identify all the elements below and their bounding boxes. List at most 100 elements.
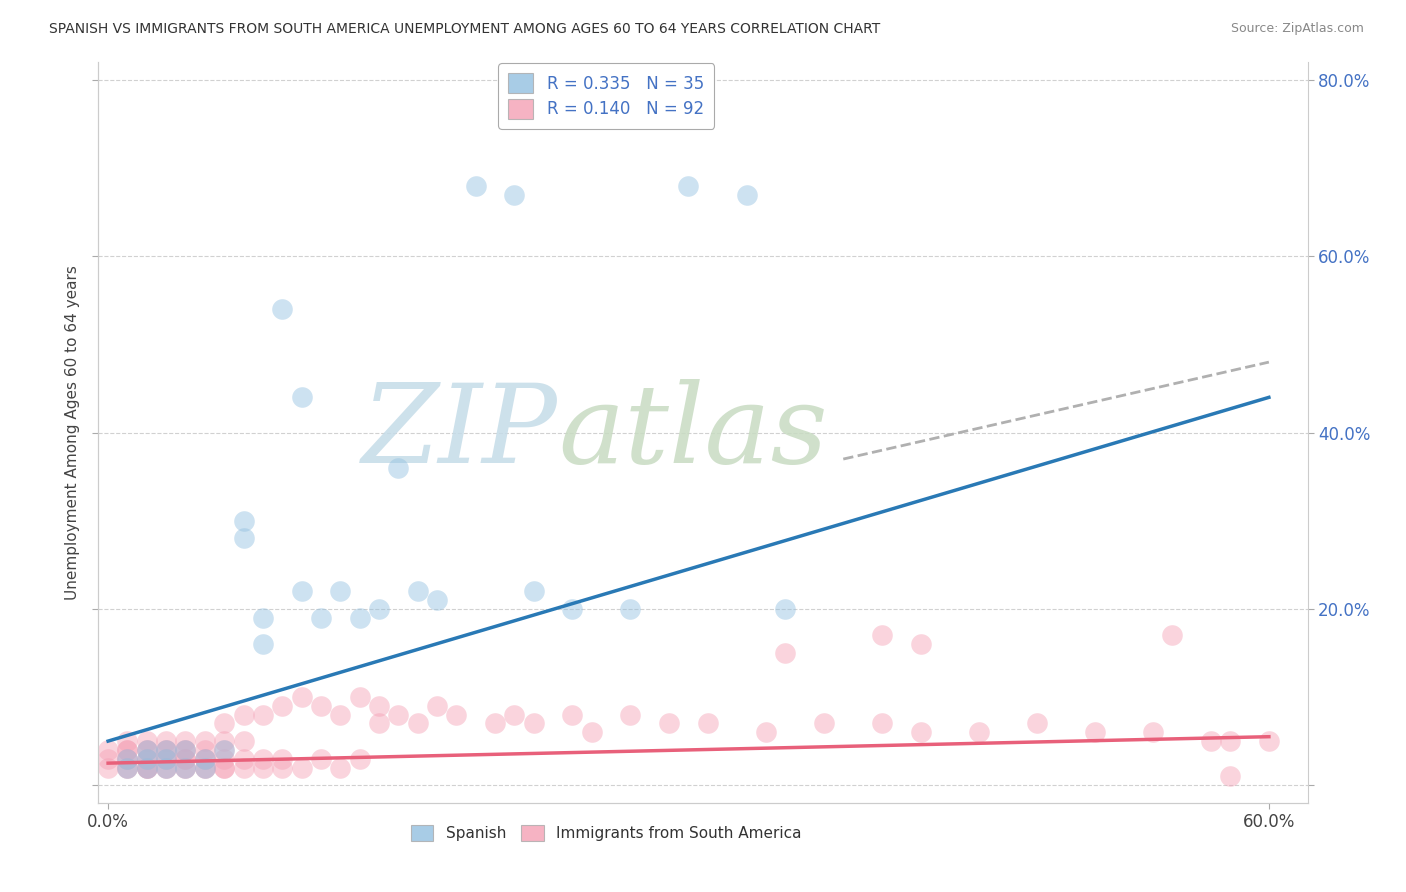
Point [194,734,217,748]
Point [117,734,139,748]
Point [329,584,352,599]
Text: SPANISH VS IMMIGRANTS FROM SOUTH AMERICA UNEMPLOYMENT AMONG AGES 60 TO 64 YEARS : SPANISH VS IMMIGRANTS FROM SOUTH AMERICA… [49,22,880,37]
Point [194,760,217,774]
Point [194,752,217,766]
Point [735,187,758,202]
Point [212,716,235,731]
Point [174,743,197,757]
Point [387,707,409,722]
Point [349,752,371,766]
Point [426,698,449,713]
Point [194,743,217,757]
Point [135,760,157,774]
Point [212,752,235,766]
Point [290,584,312,599]
Point [212,760,235,774]
Point [870,628,893,642]
Point [426,593,449,607]
Point [174,734,197,748]
Point [194,752,217,766]
Point [117,760,139,774]
Point [368,602,391,616]
Point [155,734,177,748]
Point [619,602,641,616]
Point [910,725,932,739]
Point [135,760,157,774]
Point [117,752,139,766]
Point [232,532,254,546]
Point [1199,734,1222,748]
Point [97,752,120,766]
Point [232,760,254,774]
Point [155,743,177,757]
Y-axis label: Unemployment Among Ages 60 to 64 years: Unemployment Among Ages 60 to 64 years [65,265,80,600]
Text: Source: ZipAtlas.com: Source: ZipAtlas.com [1230,22,1364,36]
Point [446,707,468,722]
Point [232,707,254,722]
Point [155,743,177,757]
Point [194,752,217,766]
Point [212,743,235,757]
Point [309,698,332,713]
Point [174,743,197,757]
Point [290,690,312,704]
Point [1142,725,1164,739]
Point [155,743,177,757]
Point [368,698,391,713]
Point [329,760,352,774]
Point [484,716,506,731]
Point [1161,628,1184,642]
Point [581,725,603,739]
Point [678,178,700,193]
Point [135,752,157,766]
Point [406,584,429,599]
Point [174,760,197,774]
Point [135,760,157,774]
Point [135,760,157,774]
Point [1084,725,1107,739]
Point [1219,769,1241,783]
Point [290,390,312,404]
Point [464,178,486,193]
Point [117,743,139,757]
Point [309,752,332,766]
Point [271,752,294,766]
Point [1257,734,1279,748]
Point [967,725,990,739]
Point [117,743,139,757]
Point [523,716,546,731]
Point [252,760,274,774]
Point [117,760,139,774]
Point [271,302,294,317]
Point [174,743,197,757]
Point [194,760,217,774]
Legend: Spanish, Immigrants from South America: Spanish, Immigrants from South America [405,819,808,847]
Point [870,716,893,731]
Point [329,707,352,722]
Point [503,707,526,722]
Point [135,743,157,757]
Point [252,610,274,624]
Point [309,610,332,624]
Point [135,734,157,748]
Point [910,637,932,651]
Point [773,602,796,616]
Point [252,752,274,766]
Point [135,752,157,766]
Point [232,734,254,748]
Point [117,760,139,774]
Point [1025,716,1047,731]
Point [174,752,197,766]
Point [155,760,177,774]
Point [174,752,197,766]
Point [97,760,120,774]
Point [561,707,583,722]
Point [155,760,177,774]
Point [252,707,274,722]
Point [97,743,120,757]
Point [174,760,197,774]
Point [503,187,526,202]
Point [155,752,177,766]
Point [117,752,139,766]
Point [349,610,371,624]
